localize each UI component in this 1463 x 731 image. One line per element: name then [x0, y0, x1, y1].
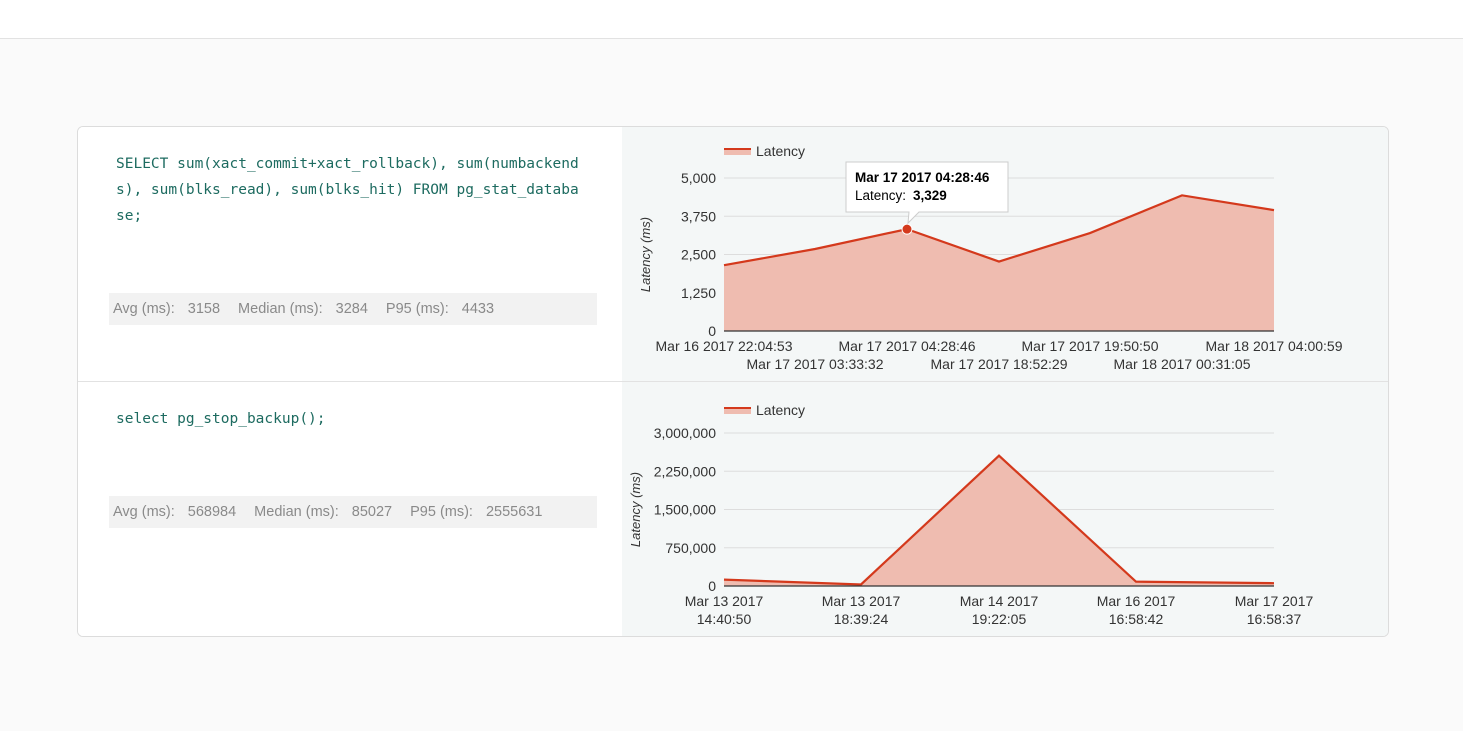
- query-info: select pg_stop_backup(); Avg (ms): 56898…: [78, 382, 622, 636]
- tooltip-date: Mar 17 2017 04:28:46: [855, 170, 990, 185]
- legend-swatch: [724, 408, 751, 414]
- legend-swatch: [724, 149, 751, 155]
- query-info: SELECT sum(xact_commit+xact_rollback), s…: [78, 127, 622, 381]
- series-area: [724, 195, 1274, 331]
- x-tick-label: Mar 17 2017 19:50:50: [1022, 338, 1159, 354]
- legend-label: Latency: [756, 143, 805, 159]
- tooltip-box: [845, 161, 1009, 225]
- median-label: Median (ms):: [238, 301, 323, 317]
- y-tick-label: 1,250: [681, 285, 716, 301]
- p95-label: P95 (ms):: [385, 301, 449, 317]
- tooltip: Mar 17 2017 04:28:46 Latency: 3,329: [845, 161, 1009, 225]
- series-area: [724, 455, 1274, 586]
- x-tick-label: Mar 14 2017: [960, 593, 1039, 609]
- p95-value: 4433: [461, 301, 495, 317]
- y-tick-label: 2,500: [681, 247, 716, 263]
- highlight-point[interactable]: [901, 223, 913, 235]
- y-tick-label: 0: [708, 323, 716, 339]
- p95-value: 2555631: [485, 504, 543, 520]
- y-axis-label: Latency (ms): [628, 472, 643, 547]
- query-stats: Avg (ms): 3158 Median (ms): 3284 P95 (ms…: [109, 293, 597, 325]
- x-tick-label: Mar 17 2017: [1235, 593, 1314, 609]
- x-tick-label: Mar 18 2017 04:00:59: [1206, 338, 1343, 354]
- x-tick-label: 18:39:24: [834, 611, 889, 627]
- x-tick-label: 16:58:37: [1247, 611, 1302, 627]
- latency-chart[interactable]: Latency 0 750,000 1,500,000 2,250,000 3,000,0…: [622, 382, 1388, 636]
- median-label: Median (ms):: [254, 504, 339, 520]
- legend-label: Latency: [756, 402, 805, 418]
- series-line: [723, 194, 1275, 267]
- query-stats: Avg (ms): 568984 Median (ms): 85027 P95 …: [109, 496, 597, 528]
- y-tick-label: 3,750: [681, 208, 716, 224]
- y-axis-label: Latency (ms): [638, 217, 653, 292]
- median-value: 3284: [335, 301, 368, 317]
- y-tick-label: 3,000,000: [654, 425, 716, 441]
- tooltip-series: Latency:: [855, 188, 906, 203]
- y-tick-label: 0: [708, 578, 716, 594]
- median-value: 85027: [351, 504, 393, 520]
- avg-value: 568984: [187, 504, 237, 520]
- query-panel: SELECT sum(xact_commit+xact_rollback), s…: [77, 126, 1389, 637]
- avg-value: 3158: [187, 301, 221, 317]
- p95-label: P95 (ms):: [410, 504, 473, 520]
- x-tick-label: Mar 16 2017 22:04:53: [656, 338, 793, 354]
- query-text: select pg_stop_backup();: [116, 411, 326, 427]
- x-tick-label: Mar 16 2017: [1097, 593, 1176, 609]
- query-text: SELECT sum(xact_commit+xact_rollback), s…: [116, 156, 579, 224]
- x-tick-label: Mar 13 2017: [685, 593, 764, 609]
- y-tick-label: 750,000: [665, 540, 716, 556]
- top-bar: [0, 0, 1463, 39]
- x-tick-label: Mar 13 2017: [822, 593, 901, 609]
- series-line: [723, 454, 1275, 586]
- x-tick-label: 16:58:42: [1109, 611, 1164, 627]
- x-tick-label: Mar 17 2017 03:33:32: [747, 356, 884, 372]
- y-tick-label: 5,000: [681, 170, 716, 186]
- x-tick-label: Mar 18 2017 00:31:05: [1114, 356, 1251, 372]
- y-tick-label: 1,500,000: [654, 502, 716, 518]
- query-row: SELECT sum(xact_commit+xact_rollback), s…: [78, 127, 1388, 382]
- latency-chart[interactable]: Latency 0 1,250 2,500 3,750 5,000 Latency (ms)…: [622, 127, 1388, 381]
- chart-area: Latency 0 1,250 2,500 3,750 5,000 Latency (ms)…: [622, 127, 1388, 381]
- chart-area: Latency 0 750,000 1,500,000 2,250,000 3,000,0…: [622, 382, 1388, 636]
- avg-label: Avg (ms):: [113, 301, 175, 317]
- x-tick-label: Mar 17 2017 04:28:46: [839, 338, 976, 354]
- x-tick-label: Mar 17 2017 18:52:29: [931, 356, 1068, 372]
- x-tick-label: 14:40:50: [697, 611, 752, 627]
- avg-label: Avg (ms):: [113, 504, 175, 520]
- x-tick-label: 19:22:05: [972, 611, 1027, 627]
- y-tick-label: 2,250,000: [654, 463, 716, 479]
- tooltip-value: 3,329: [913, 188, 947, 203]
- query-row: select pg_stop_backup(); Avg (ms): 56898…: [78, 382, 1388, 636]
